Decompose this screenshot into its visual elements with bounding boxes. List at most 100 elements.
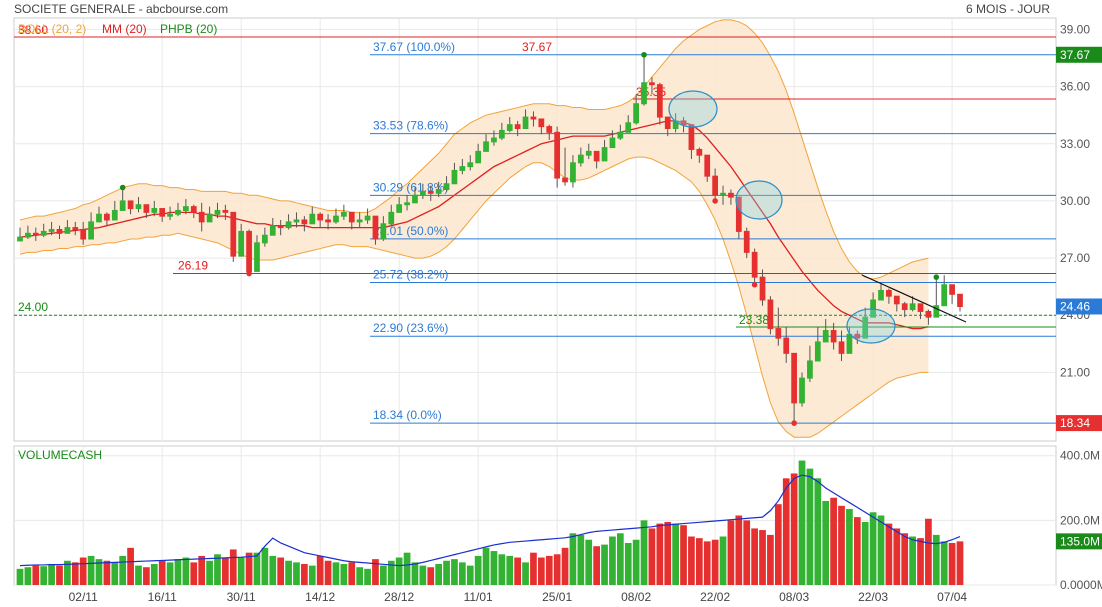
- level-label: 38.60: [18, 23, 48, 37]
- highlight-circle-top: [668, 90, 718, 128]
- volume-y-tick: 200.0M: [1060, 513, 1100, 527]
- volume-bar: [277, 557, 285, 585]
- price-y-tick: 39.00: [1060, 22, 1090, 36]
- volume-badge-box: [1056, 533, 1102, 550]
- price-y-tick: 36.00: [1060, 80, 1090, 94]
- candle-body: [625, 122, 632, 133]
- candle-body: [649, 82, 655, 86]
- volume-bar: [885, 523, 893, 585]
- x-tick-label: 07/04: [937, 590, 967, 604]
- x-tick-label: 25/01: [542, 590, 572, 604]
- volume-bar: [348, 562, 356, 585]
- volume-bar: [395, 557, 403, 585]
- candle-body: [317, 213, 324, 221]
- volume-bar: [624, 542, 632, 585]
- volume-bar: [419, 565, 427, 585]
- candle-body: [688, 124, 695, 150]
- fib-label: 33.53 (78.6%): [373, 119, 448, 133]
- volume-bar: [403, 552, 411, 585]
- candle-body: [222, 209, 229, 213]
- candle-body: [333, 215, 339, 223]
- volume-bar: [853, 517, 861, 585]
- candle-body: [862, 316, 869, 339]
- volume-bar: [553, 554, 561, 585]
- volume-bar: [917, 538, 924, 585]
- candle-body: [80, 229, 87, 240]
- candle-body: [459, 166, 466, 171]
- candle-body: [25, 232, 31, 238]
- volume-bar: [127, 547, 134, 585]
- volume-bar: [925, 518, 932, 585]
- volume-bar: [458, 562, 466, 585]
- level-label: 23.38: [739, 313, 769, 327]
- volume-bar: [174, 559, 182, 585]
- volume-bar: [40, 566, 48, 585]
- candle-body: [530, 116, 537, 120]
- volume-panel: VOLUMECASH 400.0M 200.0M 0.0000M 135.0M: [13, 445, 1102, 592]
- candle-body: [380, 223, 387, 240]
- volume-bar: [182, 557, 190, 585]
- candle-body: [775, 328, 782, 339]
- price-badge: [1056, 46, 1102, 63]
- candle-body: [633, 103, 640, 124]
- candle-body: [96, 213, 102, 223]
- candle-body: [40, 230, 47, 236]
- x-tick-label: 02/11: [69, 590, 98, 604]
- volume-bar: [356, 567, 364, 585]
- bollinger-lower: [19, 156, 929, 438]
- volume-bar: [743, 520, 751, 585]
- candle-body: [949, 284, 955, 295]
- volume-bar: [64, 560, 71, 585]
- volume-bar: [806, 468, 814, 585]
- candle-body: [664, 116, 671, 130]
- volume-bar: [95, 559, 103, 585]
- volume-bar: [24, 567, 32, 585]
- candle-body: [522, 116, 529, 130]
- volume-bar: [435, 563, 443, 585]
- candle-body: [886, 289, 892, 297]
- volume-bar: [380, 565, 387, 585]
- candle-body: [514, 124, 521, 130]
- volume-bar: [846, 509, 853, 585]
- volume-bar: [838, 505, 845, 585]
- volume-bar: [166, 562, 174, 585]
- volume-bar: [261, 547, 269, 585]
- price-badge: [1056, 415, 1102, 432]
- extreme-marker: [246, 270, 252, 277]
- candle-body: [340, 211, 347, 217]
- volume-bar: [56, 565, 63, 585]
- candle-body: [246, 230, 252, 272]
- volume-bar: [774, 504, 782, 585]
- volume-title: VOLUMECASH: [18, 448, 102, 462]
- candle-body: [427, 190, 434, 194]
- candle-body: [941, 284, 948, 307]
- volume-bar: [285, 560, 292, 585]
- candle-body: [364, 215, 371, 221]
- volume-bar: [229, 549, 237, 585]
- volume-bar: [632, 539, 640, 585]
- candle-body: [704, 154, 711, 177]
- candle-body: [538, 118, 545, 128]
- volume-bar: [680, 525, 687, 585]
- candle-body: [893, 295, 900, 305]
- candle-body: [483, 141, 489, 152]
- volume-bar: [530, 552, 537, 585]
- highlight-circle-mid: [735, 180, 783, 220]
- candle-body: [506, 124, 513, 131]
- volume-bar: [16, 568, 24, 585]
- volume-bar: [490, 551, 498, 585]
- candle-body: [854, 333, 861, 339]
- candle-body: [617, 131, 624, 139]
- candle-body: [254, 242, 260, 272]
- volume-bar: [585, 539, 593, 585]
- fib-label: 28.01 (50.0%): [373, 224, 448, 238]
- volume-badge-label: 135.0M: [1060, 534, 1100, 548]
- x-tick-label: 28/12: [384, 590, 414, 604]
- candle-body: [767, 299, 774, 330]
- volume-bar: [269, 555, 277, 585]
- candle-body: [48, 229, 55, 232]
- bollinger-upper: [19, 19, 929, 280]
- candle-body: [111, 209, 118, 221]
- candle-body: [735, 196, 742, 232]
- candle-body: [783, 337, 790, 354]
